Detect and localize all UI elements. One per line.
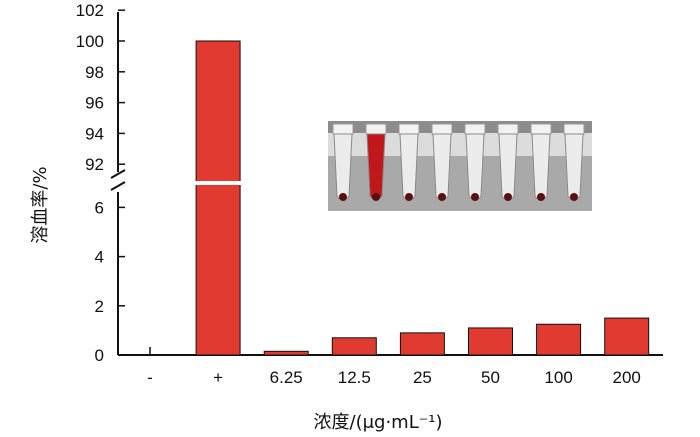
- y-tick-label: 4: [95, 248, 104, 267]
- bar: [331, 337, 377, 356]
- y-tick-label: 96: [85, 94, 104, 113]
- tube: [365, 123, 387, 201]
- x-tick-label: -: [147, 368, 153, 387]
- bar-break-gap: [194, 181, 243, 185]
- tube-pellet: [570, 193, 578, 201]
- tube: [332, 123, 354, 201]
- tube-pellet: [471, 193, 479, 201]
- bar: [604, 317, 650, 356]
- tube-cap: [464, 123, 486, 135]
- tube: [530, 123, 552, 201]
- tube-pellet: [405, 193, 413, 201]
- inset-photo: [328, 121, 592, 211]
- x-tick-label: 25: [413, 368, 432, 387]
- bar: [399, 332, 445, 356]
- y-tick-label: 2: [95, 297, 104, 316]
- axis-break-mark: [110, 169, 126, 179]
- y-tick-label: 0: [95, 346, 104, 365]
- bar: [536, 323, 582, 356]
- tube-cap: [332, 123, 354, 135]
- y-tick-label: 94: [85, 124, 104, 143]
- tube: [431, 123, 453, 201]
- tube: [464, 123, 486, 201]
- y-tick-label: 6: [95, 198, 104, 217]
- tube-cap: [530, 123, 552, 135]
- x-tick-label: 100: [544, 368, 572, 387]
- tube-body: [432, 133, 452, 201]
- tube-cap: [365, 123, 387, 135]
- y-tick-label: 102: [76, 1, 104, 20]
- tube-body: [399, 133, 419, 201]
- tube-body: [498, 133, 518, 201]
- y-tick-label: 92: [85, 155, 104, 174]
- x-tick-label: 6.25: [270, 368, 303, 387]
- tube-cap: [563, 123, 585, 135]
- tube-cap: [398, 123, 420, 135]
- tube-pellet: [339, 193, 347, 201]
- x-tick-label: 12.5: [338, 368, 371, 387]
- tube-cap: [431, 123, 453, 135]
- x-axis-title: 浓度/(μg·mL⁻¹): [314, 412, 443, 433]
- tube-body: [366, 133, 386, 201]
- tube: [497, 123, 519, 201]
- y-axis-title: 溶血率/%: [30, 166, 51, 243]
- x-tick-label: +: [213, 368, 223, 387]
- bar: [468, 327, 513, 356]
- axis-break-mark: [110, 181, 126, 191]
- tube-cap: [497, 123, 519, 135]
- tube-body: [531, 133, 551, 201]
- tube-body: [465, 133, 485, 201]
- bars: [149, 40, 650, 356]
- x-tick-label: 50: [481, 368, 500, 387]
- tube: [563, 123, 585, 201]
- tube-pellet: [372, 193, 380, 201]
- x-tick-label: 200: [613, 368, 641, 387]
- bar: [195, 40, 241, 356]
- bar: [263, 350, 309, 356]
- labels: 0 2 4 6 92 94 96 98 100 102 - +6.25 12.5 25 50 100 200 溶血…: [30, 1, 641, 433]
- tube-pellet: [504, 193, 512, 201]
- tube-body: [333, 133, 353, 201]
- tube: [398, 123, 420, 201]
- tube-pellet: [438, 193, 446, 201]
- tube-body: [564, 133, 584, 201]
- tube-pellet: [537, 193, 545, 201]
- y-tick-label: 100: [76, 32, 104, 51]
- y-tick-label: 98: [85, 63, 104, 82]
